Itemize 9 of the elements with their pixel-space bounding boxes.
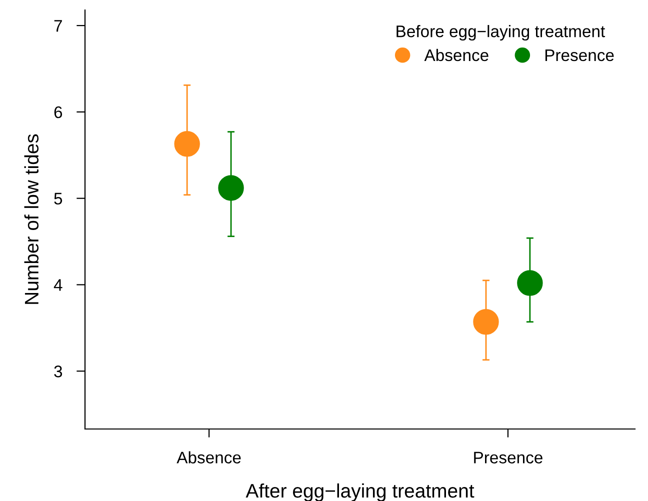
legend-title: Before egg−laying treatment xyxy=(396,25,606,41)
legend-label: Absence xyxy=(424,48,488,62)
y-tick-label: 6 xyxy=(54,106,62,118)
y-axis-title: Number of low tides xyxy=(24,134,39,304)
y-tick-label: 5 xyxy=(54,192,62,205)
y-tick-label: 3 xyxy=(54,366,62,378)
legend-label: Presence xyxy=(545,49,614,62)
y-tick-label: 4 xyxy=(54,279,62,291)
y-tick-label: 7 xyxy=(54,20,62,32)
